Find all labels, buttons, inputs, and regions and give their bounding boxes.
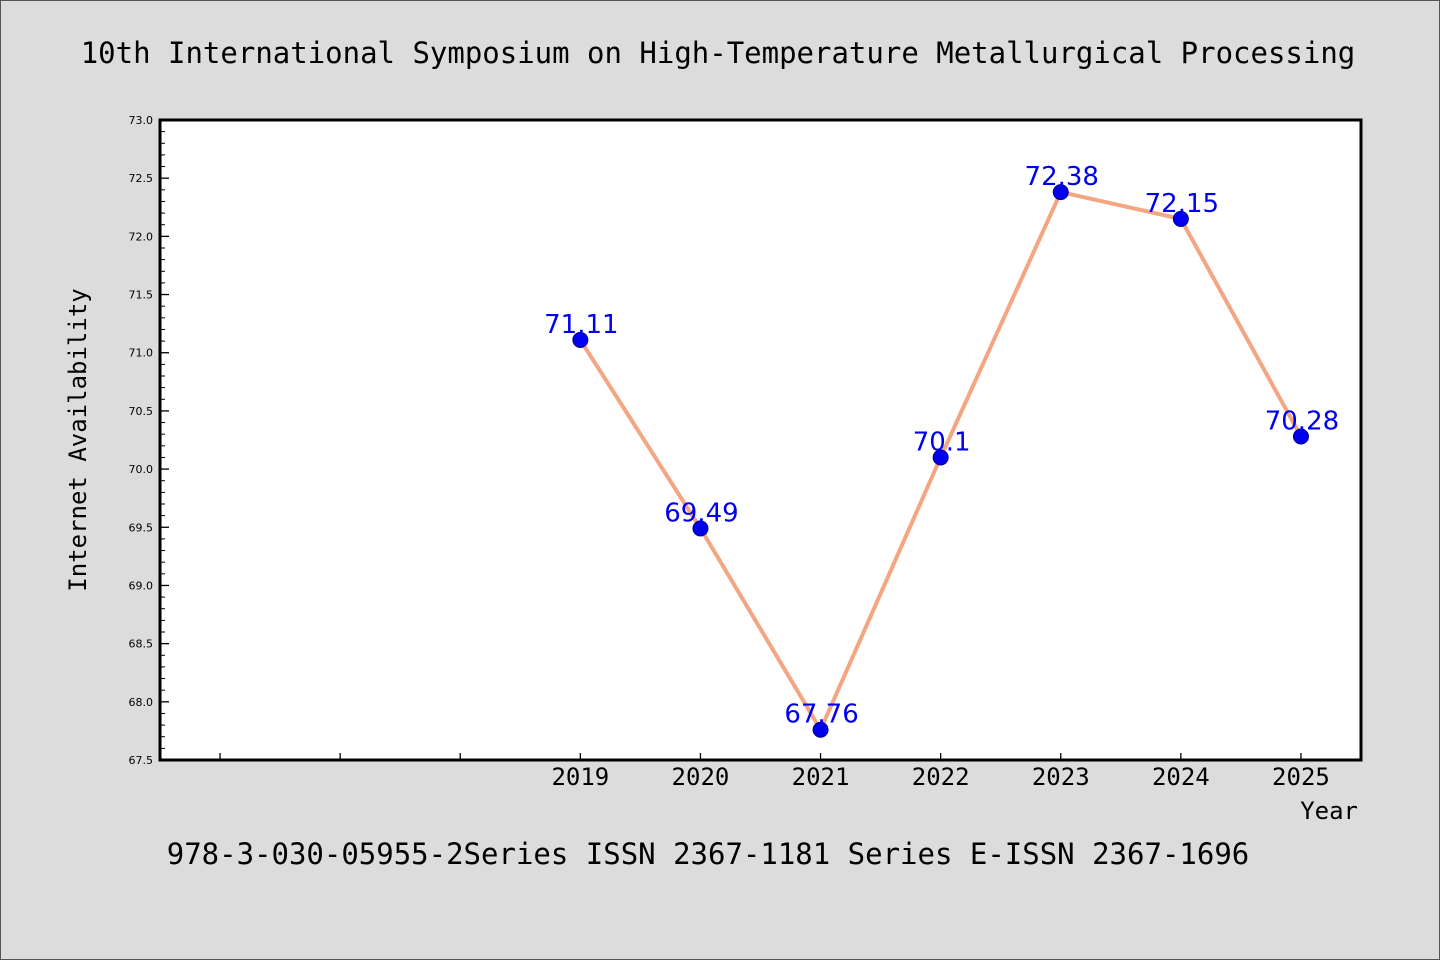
- data-label: 71.11: [544, 310, 618, 340]
- data-point: [692, 520, 709, 537]
- y-tick-label: 70.0: [129, 463, 154, 476]
- data-label: 70.28: [1265, 407, 1339, 437]
- x-tick-label: 2025: [1272, 763, 1330, 791]
- x-tick-label: 2022: [912, 763, 970, 791]
- x-tick-label: 2024: [1152, 763, 1210, 791]
- data-point: [812, 721, 829, 738]
- data-label: 69.49: [664, 498, 738, 528]
- data-label: 72.38: [1025, 162, 1099, 192]
- data-markers: [572, 184, 1309, 738]
- y-tick-label: 72.0: [129, 230, 154, 243]
- y-tick-label: 71.5: [129, 289, 154, 302]
- x-axis: 2019 2020 2021 2022 2023 2024 2025: [219, 753, 1330, 791]
- y-tick-label: 71.0: [129, 347, 154, 360]
- data-point: [1292, 428, 1309, 445]
- y-tick-label: 67.5: [129, 754, 154, 767]
- y-tick-label: 68.0: [129, 696, 154, 709]
- chart-title: 10th International Symposium on High-Tem…: [81, 36, 1356, 70]
- x-tick-label: 2021: [792, 763, 850, 791]
- plot-frame: [158, 118, 1363, 762]
- footer-text: 978-3-030-05955-2Series ISSN 2367-1181 S…: [167, 837, 1250, 871]
- plot-area: [160, 120, 1361, 760]
- data-point: [1172, 210, 1189, 227]
- data-label: 67.76: [784, 700, 858, 730]
- y-tick-label: 68.5: [129, 638, 154, 651]
- y-tick-label: 73.0: [129, 114, 154, 127]
- x-axis-label: Year: [1300, 797, 1358, 825]
- y-tick-label: 72.5: [129, 172, 154, 185]
- y-tick-label: 70.5: [129, 405, 154, 418]
- data-label: 70.1: [913, 427, 971, 457]
- x-tick-label: 2020: [672, 763, 730, 791]
- x-tick-label: 2023: [1032, 763, 1090, 791]
- data-point: [572, 331, 589, 348]
- y-axis: 67.5 68.0 68.5 69.0 69.5 70.0 70.5 71.0 71.5 72.0…: [129, 114, 169, 767]
- data-point: [932, 449, 949, 466]
- y-tick-label: 69.5: [129, 521, 154, 534]
- data-point: [1052, 184, 1069, 201]
- data-label: 72.15: [1145, 189, 1219, 219]
- y-axis-label: Internet Availability: [64, 288, 92, 591]
- x-tick-label: 2019: [551, 763, 609, 791]
- data-labels: 71.11 69.49 67.76 70.1 72.38 72.15 70.28: [544, 162, 1339, 730]
- y-tick-label: 69.0: [129, 579, 154, 592]
